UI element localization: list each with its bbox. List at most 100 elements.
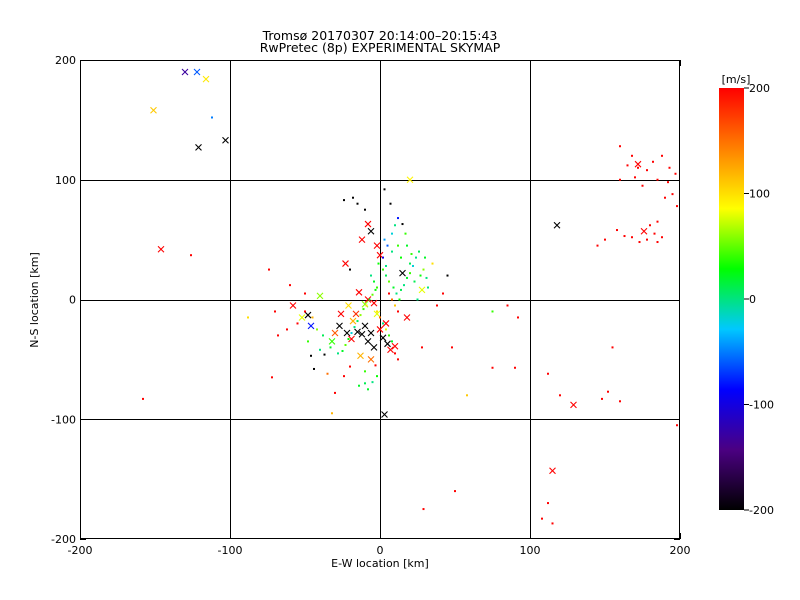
data-point (416, 298, 419, 301)
chart-subtitle: RwPretec (8p) EXPERIMENTAL SKYMAP (260, 40, 501, 55)
data-point (427, 286, 429, 289)
data-point (604, 238, 606, 241)
data-point-x (553, 221, 561, 229)
data-point-x (364, 296, 372, 303)
data-point (646, 169, 648, 172)
colorbar-tick-label: -100 (749, 399, 774, 412)
data-point (626, 164, 629, 167)
data-point (323, 353, 326, 356)
colorbar-tick-label: 200 (749, 82, 770, 95)
chart-title: Tromsø 20170307 20:14:00–20:15:43 (262, 28, 498, 43)
data-point (395, 292, 398, 295)
data-point (676, 424, 678, 427)
data-points (142, 68, 678, 525)
data-point (274, 310, 276, 313)
data-point-x (345, 302, 352, 309)
data-point (400, 288, 402, 291)
data-point (400, 256, 402, 259)
data-point (619, 178, 621, 181)
data-point (506, 304, 509, 307)
data-point (374, 288, 377, 291)
y-tick-label: -200 (51, 533, 76, 546)
data-point-x (222, 136, 229, 144)
data-point (404, 232, 407, 235)
data-point (391, 340, 393, 343)
data-point (406, 276, 408, 279)
data-point-x (370, 299, 378, 307)
data-point (374, 364, 377, 367)
data-point (664, 196, 666, 199)
y-axis-label: N-S location [km] (28, 252, 41, 348)
y-axis-ticks: -200 -100 0 100 200 (51, 54, 680, 546)
data-point (382, 322, 384, 325)
data-point (601, 397, 603, 400)
data-point (211, 116, 213, 119)
data-point (350, 332, 353, 335)
data-point (656, 241, 659, 244)
x-tick-label: 100 (520, 544, 541, 557)
data-point-x (358, 236, 366, 244)
data-point-x (195, 144, 202, 151)
data-point (371, 381, 374, 384)
grid-lines (80, 60, 680, 539)
data-point (418, 250, 420, 253)
data-point (331, 412, 333, 415)
data-point (383, 188, 386, 191)
data-point (541, 517, 543, 520)
data-point (364, 370, 366, 373)
y-tick-label: 100 (55, 174, 76, 187)
data-point (401, 223, 404, 226)
data-point (386, 244, 389, 247)
x-tick-label: 0 (377, 544, 384, 557)
data-point (376, 310, 378, 313)
data-point (491, 310, 494, 313)
data-point (392, 286, 395, 289)
data-point (641, 184, 644, 187)
data-point-x (370, 344, 378, 351)
data-point (656, 220, 659, 223)
colorbar-label: [m/s] (722, 73, 751, 86)
data-point (247, 316, 249, 319)
data-point (371, 293, 374, 296)
data-point (421, 346, 423, 349)
data-point (451, 346, 453, 349)
data-point (311, 316, 314, 319)
data-point-x (328, 338, 336, 345)
data-point (310, 354, 312, 357)
data-point-x (399, 269, 406, 277)
data-point (409, 272, 411, 275)
data-point (190, 254, 192, 257)
data-point (631, 236, 633, 239)
y-tick-label: 200 (55, 54, 76, 67)
data-point (319, 348, 321, 351)
data-point (394, 224, 396, 227)
data-point-x (150, 106, 157, 114)
data-point-x (331, 329, 339, 337)
data-point (304, 310, 306, 313)
data-point (376, 286, 378, 289)
data-point (619, 145, 621, 148)
data-point-x (193, 68, 201, 76)
data-point-x (348, 335, 355, 343)
data-point (370, 274, 372, 277)
data-point (422, 268, 425, 271)
data-point (661, 236, 663, 239)
data-point (296, 322, 299, 325)
data-point (616, 229, 618, 232)
data-point-x (367, 329, 375, 337)
data-point (412, 264, 414, 267)
data-point (517, 316, 519, 319)
colorbar-tick-label: 100 (749, 188, 770, 201)
data-point (656, 178, 659, 181)
x-tick-label: 200 (670, 544, 691, 557)
data-point-x (384, 340, 391, 348)
data-point (304, 292, 306, 295)
data-point (373, 280, 375, 283)
data-point-x (634, 160, 642, 168)
data-point-x (354, 328, 361, 336)
data-point (668, 166, 671, 169)
data-point (316, 328, 318, 331)
y-tick-label: 0 (69, 294, 76, 307)
data-point (142, 397, 144, 400)
